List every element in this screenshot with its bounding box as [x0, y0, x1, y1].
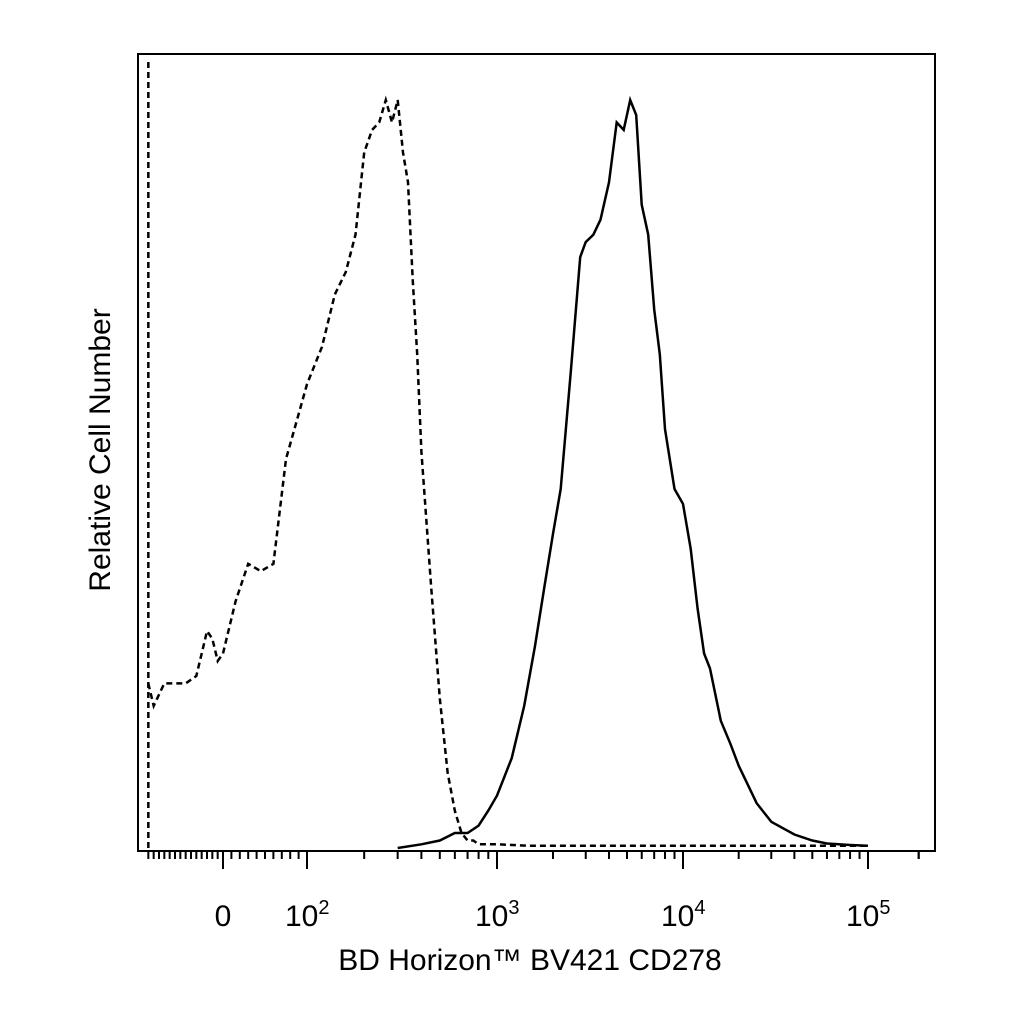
y-axis-label: Relative Cell Number [84, 308, 117, 591]
x-axis-label: BD Horizon™ BV421 CD278 [338, 944, 722, 977]
x-tick-label: 103 [475, 897, 520, 933]
cd278-stained-histogram [397, 95, 869, 850]
x-tick-label: 0 [215, 900, 232, 933]
x-tick-label: 105 [846, 897, 891, 933]
plot-frame [137, 53, 936, 852]
isotype-control-histogram [147, 95, 868, 848]
x-axis [147, 851, 920, 869]
x-tick-label: 104 [661, 897, 706, 933]
x-tick-label: 102 [285, 897, 330, 933]
